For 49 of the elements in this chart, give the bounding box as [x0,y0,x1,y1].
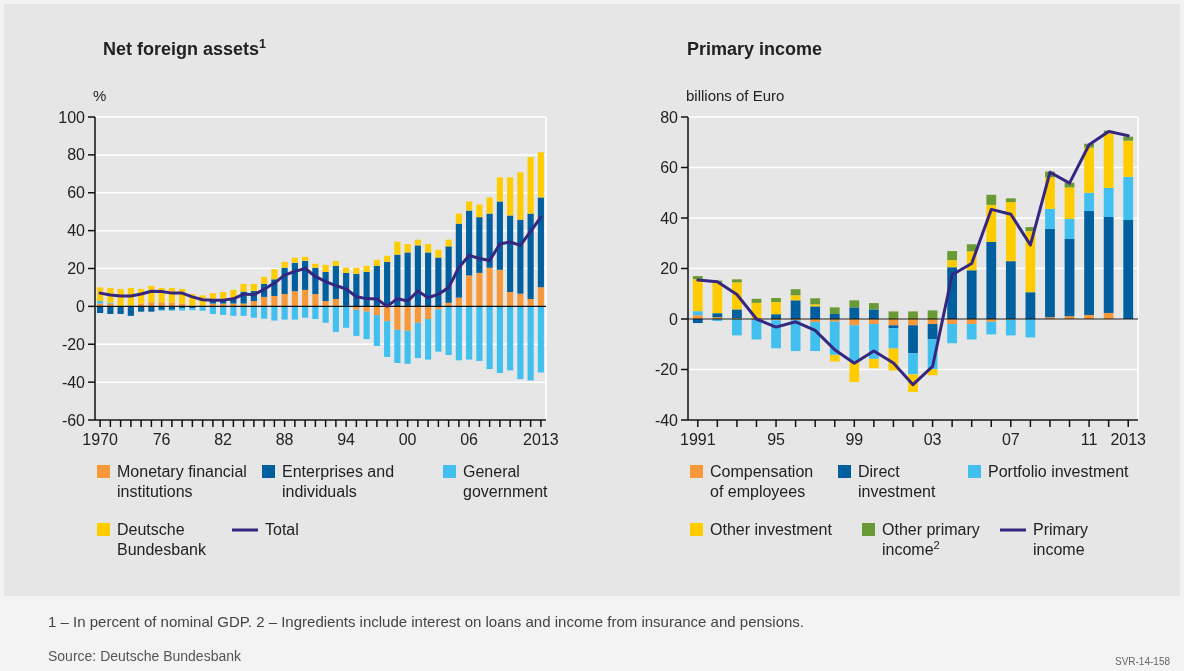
legend-label: Deutsche Bundesbank [117,521,207,558]
x-tick-label: 07 [1001,431,1020,448]
x-tick-label: 88 [275,431,294,448]
x-tick-label: 1991 [679,431,716,448]
legend-label: Other primary income$^{2}$ [882,521,980,558]
y-tick-label: 20 [67,260,86,278]
x-tick-label: 1970 [82,431,119,448]
x-tick-label: 76 [152,431,171,448]
legend-label: Compensation of employees [710,463,814,500]
x-tick-label: 03 [923,431,942,448]
x-tick-label: 00 [398,431,417,448]
y-tick-label: -40 [654,411,679,429]
legend-label: General government [463,463,549,500]
x-tick-label: 2013 [523,431,559,448]
legend-label: Direct investment [858,463,936,500]
legend-label: Other investment [710,521,833,538]
text: SVR-14-158 [1114,656,1171,667]
y-tick-label: 40 [67,222,86,240]
legend-label: Portfolio investment [988,463,1130,480]
y-tick-label: 0 [76,297,86,315]
x-tick-label: 94 [337,431,356,448]
y-axis-title: % [93,87,107,104]
legend-label: Monetary financial institutions [117,463,247,500]
y-tick-label: 20 [660,260,679,278]
legend-label: Total [265,521,299,538]
y-tick-label: 60 [67,184,86,202]
y-tick-label: 80 [67,146,86,164]
x-tick-label: 06 [460,431,479,448]
y-tick-label: 0 [669,310,679,328]
y-tick-label: -20 [654,361,679,379]
x-tick-label: 11 [1080,431,1098,448]
x-tick-label: 2013 [1110,431,1147,448]
chart-title: Net foreign assets$^{1}$ [103,37,267,59]
y-tick-label: 100 [58,108,86,126]
x-tick-label: 99 [845,431,864,448]
y-tick-label: -20 [61,335,86,353]
source-note: Source: Deutsche Bundesbank [48,648,243,664]
x-tick-label: 82 [214,431,233,448]
legend-label: Primary income [1033,521,1089,558]
y-tick-label: 60 [660,159,679,177]
y-tick-label: 80 [660,108,679,126]
y-tick-label: -60 [61,411,86,429]
legend-label: Enterprises and individuals [282,463,395,500]
y-tick-label: 40 [660,209,679,227]
y-axis-title: billions of Euro [686,87,785,104]
x-tick-label: 95 [767,431,786,448]
chart-title: Primary income [687,39,823,59]
y-tick-label: -40 [61,373,86,391]
text: 1 – In percent of nominal GDP. 2 – Ingredients include interest on loans and income from insurance and pensions. [48,613,805,630]
